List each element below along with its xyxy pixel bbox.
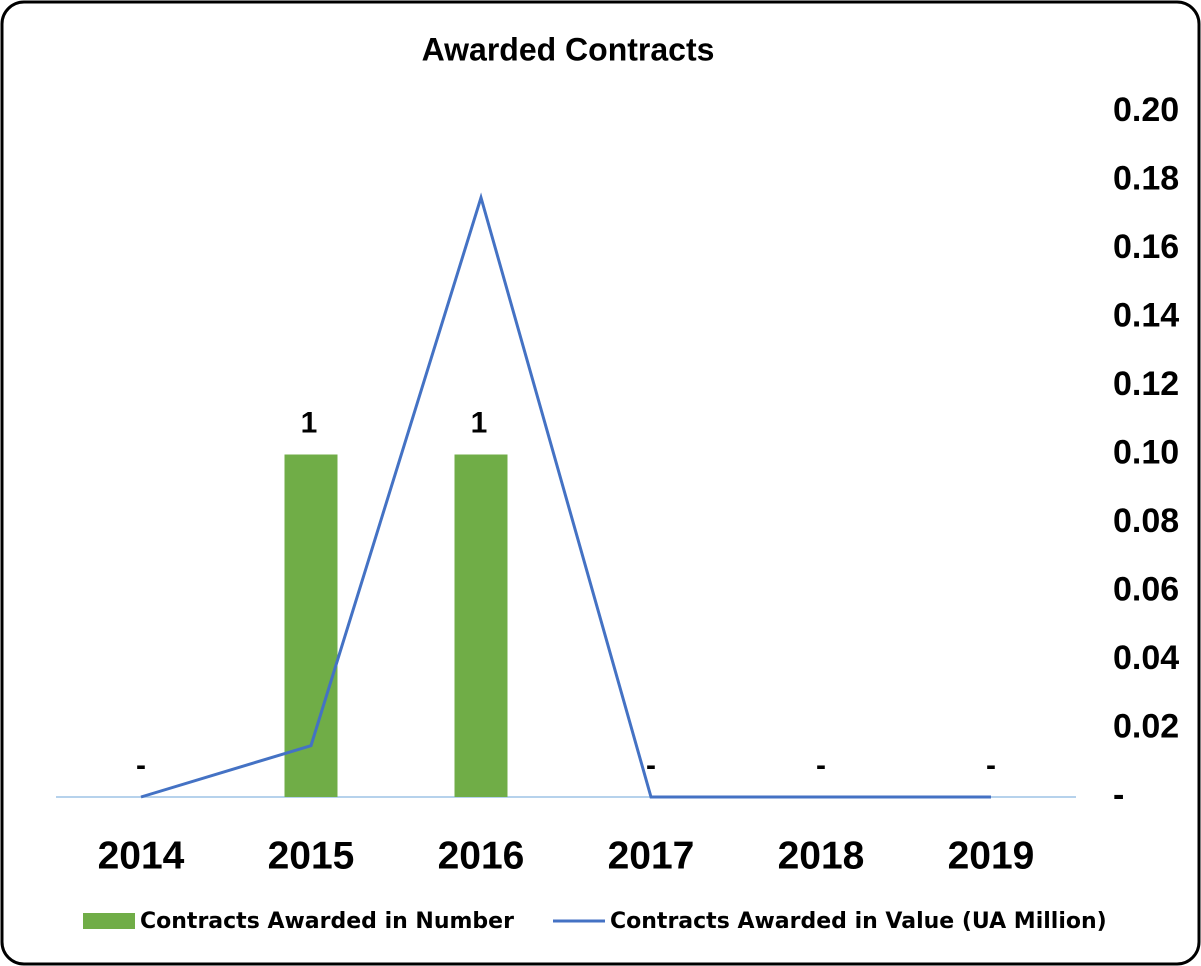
y2-tick-label: 0.18 [1113, 159, 1179, 197]
y2-tick-label: 0.10 [1113, 433, 1179, 471]
y2-tick-label: 0.12 [1113, 365, 1179, 403]
x-tick-label: 2014 [98, 834, 185, 877]
x-tick-label: 2018 [778, 834, 865, 877]
y2-tick-label: 0.06 [1113, 570, 1179, 608]
bar [454, 454, 508, 797]
bar [284, 454, 338, 797]
data-label: - [646, 749, 656, 782]
x-tick-label: 2017 [608, 834, 695, 877]
y2-tick-label: - [1113, 776, 1124, 814]
x-tick-label: 2019 [948, 834, 1035, 877]
legend-label: Contracts Awarded in Value (UA Million) [610, 909, 1107, 934]
y2-tick-label: 0.08 [1113, 502, 1179, 540]
x-tick-label: 2015 [268, 834, 355, 877]
data-label: - [986, 749, 996, 782]
legend-swatch [83, 913, 135, 929]
y2-tick-label: 0.02 [1113, 707, 1179, 745]
y2-tick-label: 0.04 [1113, 639, 1179, 677]
y2-tick-label: 0.14 [1113, 296, 1179, 334]
line-series [140, 192, 991, 799]
x-tick-label: 2016 [438, 834, 525, 877]
data-label: - [816, 749, 826, 782]
data-label: - [136, 749, 146, 782]
y2-tick-label: 0.20 [1113, 91, 1179, 129]
legend-label: Contracts Awarded in Number [140, 909, 514, 934]
data-label: 1 [471, 406, 488, 439]
y2-tick-label: 0.16 [1113, 228, 1179, 266]
chart-title: Awarded Contracts [422, 31, 715, 67]
data-label: 1 [301, 406, 318, 439]
